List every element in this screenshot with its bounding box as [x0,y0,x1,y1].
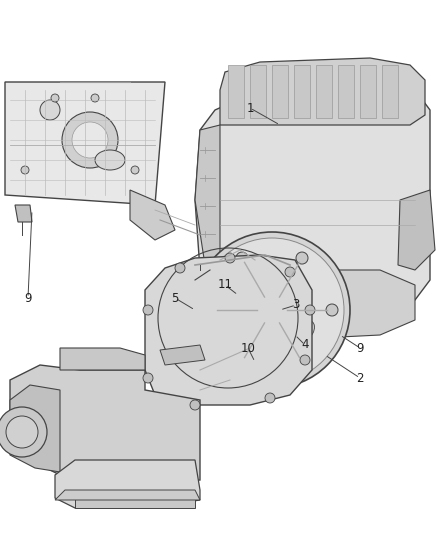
Polygon shape [10,365,200,485]
Polygon shape [15,205,32,222]
Circle shape [206,304,218,316]
Circle shape [190,400,200,410]
Circle shape [131,166,139,174]
Polygon shape [145,255,312,405]
Circle shape [225,253,235,263]
Text: 9: 9 [24,292,32,304]
Polygon shape [250,65,266,118]
Circle shape [305,305,315,315]
Circle shape [296,252,308,264]
Circle shape [91,94,99,102]
Polygon shape [60,348,145,370]
Circle shape [0,407,47,457]
Circle shape [40,100,60,120]
Circle shape [6,416,38,448]
Circle shape [252,290,292,330]
Circle shape [51,94,59,102]
Circle shape [236,252,248,264]
Text: 2: 2 [356,372,364,384]
Text: 4: 4 [301,338,309,351]
Circle shape [175,263,185,273]
Text: 3: 3 [292,298,300,311]
Polygon shape [228,65,244,118]
Circle shape [72,122,108,158]
Polygon shape [272,65,288,118]
Text: 10: 10 [240,342,255,354]
Polygon shape [130,190,175,240]
Circle shape [262,300,282,320]
Polygon shape [10,385,60,472]
Circle shape [143,305,153,315]
Ellipse shape [95,150,125,170]
Polygon shape [294,65,310,118]
Circle shape [300,355,310,365]
Polygon shape [360,65,376,118]
Circle shape [236,356,248,368]
Circle shape [296,356,308,368]
Polygon shape [316,65,332,118]
Polygon shape [55,490,200,500]
Circle shape [194,232,350,388]
Polygon shape [382,65,398,118]
Polygon shape [195,125,220,290]
Text: 9: 9 [356,342,364,354]
Polygon shape [205,270,415,340]
Circle shape [200,238,344,382]
Circle shape [285,267,295,277]
Circle shape [265,393,275,403]
Text: 11: 11 [218,279,233,292]
Polygon shape [398,190,435,270]
Polygon shape [5,82,165,205]
Polygon shape [55,460,200,508]
Circle shape [326,304,338,316]
Text: 1: 1 [246,101,254,115]
Polygon shape [338,65,354,118]
Ellipse shape [262,263,282,277]
Ellipse shape [230,321,245,340]
Ellipse shape [299,321,314,340]
Text: 5: 5 [171,292,179,304]
Polygon shape [160,345,205,365]
Polygon shape [220,58,425,125]
Circle shape [267,305,277,315]
Polygon shape [75,498,195,508]
Circle shape [62,112,118,168]
Polygon shape [195,85,430,330]
Circle shape [21,166,29,174]
Circle shape [143,373,153,383]
